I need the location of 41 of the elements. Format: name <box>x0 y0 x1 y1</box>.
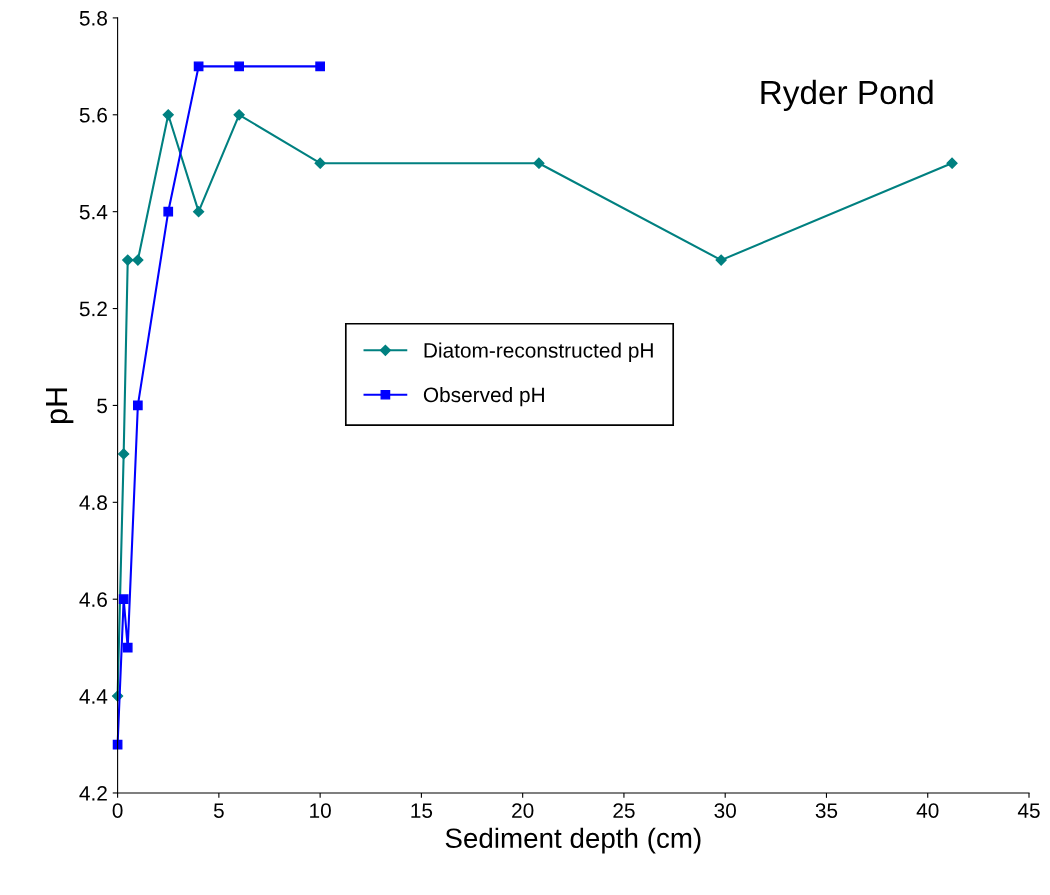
point <box>162 109 174 121</box>
y-tick-label: 4.2 <box>79 785 107 801</box>
point <box>233 109 245 121</box>
y-tick-label: 5.2 <box>79 301 107 317</box>
point <box>118 594 129 605</box>
text: Ryder Pond <box>761 79 933 111</box>
y-tick-label: 4.6 <box>79 592 107 607</box>
point <box>715 254 727 266</box>
x-tick-label: 5 <box>213 803 224 818</box>
point <box>122 642 133 653</box>
x-tick-label: 40 <box>916 803 939 818</box>
x-axis-title: Sediment depth (cm) <box>445 827 701 854</box>
y-tick-label: 5.8 <box>79 10 107 26</box>
x-tick-label: 25 <box>613 803 635 818</box>
y-axis-title: pH <box>46 388 74 423</box>
y-tick-label: 4.8 <box>79 495 107 511</box>
x-tick-label: 0 <box>112 803 123 818</box>
point <box>122 254 134 266</box>
point <box>132 400 143 411</box>
point <box>946 157 958 169</box>
x-tick-label: 20 <box>512 803 534 818</box>
y-tick-label: 5 <box>97 398 108 414</box>
x-tick-label: 10 <box>310 803 331 818</box>
y-tick-label: 5.6 <box>79 107 107 123</box>
legend-label: Observed pH <box>423 386 544 407</box>
point <box>315 61 325 72</box>
y-tick-label: 5.4 <box>79 204 108 220</box>
legend-label: Diatom-reconstructed pH <box>424 342 653 362</box>
point <box>118 448 130 460</box>
point <box>314 157 326 169</box>
x-tick-label: 35 <box>815 803 838 818</box>
point <box>193 206 205 218</box>
x-tick-label: 45 <box>1017 803 1040 818</box>
y-tick-label: 4.4 <box>79 689 108 704</box>
point <box>193 61 204 72</box>
point <box>533 157 545 169</box>
point <box>163 206 174 217</box>
point <box>132 254 144 266</box>
x-tick-label: 30 <box>714 803 736 818</box>
x-tick-label: 15 <box>411 803 433 818</box>
point <box>234 61 244 72</box>
